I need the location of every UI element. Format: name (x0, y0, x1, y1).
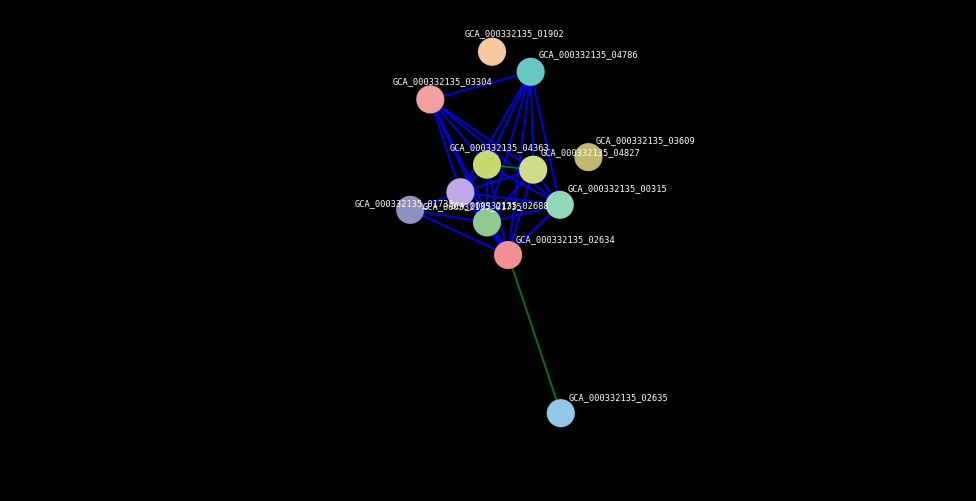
Text: GCA_000332135_02635: GCA_000332135_02635 (568, 392, 668, 401)
Circle shape (446, 179, 474, 207)
Text: GCA_000332135_03304: GCA_000332135_03304 (392, 77, 492, 86)
Circle shape (473, 151, 501, 179)
Circle shape (574, 144, 602, 172)
Circle shape (416, 86, 444, 114)
Circle shape (519, 156, 548, 184)
Text: GCA_000332135_04363: GCA_000332135_04363 (449, 143, 549, 152)
Text: GCA_000332135_01902: GCA_000332135_01902 (465, 29, 564, 38)
Text: GCA_000332135_03609: GCA_000332135_03609 (596, 136, 696, 145)
Text: GCA_000332135_01735: GCA_000332135_01735 (423, 201, 522, 210)
Text: GCA_000332135_01735: GCA_000332135_01735 (355, 199, 455, 208)
Circle shape (478, 39, 507, 67)
Circle shape (396, 196, 425, 224)
Text: GCA_000332135_02688: GCA_000332135_02688 (449, 200, 549, 209)
Circle shape (546, 191, 574, 219)
Text: GCA_000332135_00315: GCA_000332135_00315 (567, 184, 667, 193)
Circle shape (494, 241, 522, 270)
Text: GCA_000332135_04786: GCA_000332135_04786 (538, 50, 638, 59)
Text: GCA_000332135_04827: GCA_000332135_04827 (541, 148, 640, 157)
Text: GCA_000332135_02634: GCA_000332135_02634 (515, 234, 615, 243)
Circle shape (516, 59, 545, 87)
Circle shape (547, 399, 575, 427)
Circle shape (473, 209, 501, 237)
